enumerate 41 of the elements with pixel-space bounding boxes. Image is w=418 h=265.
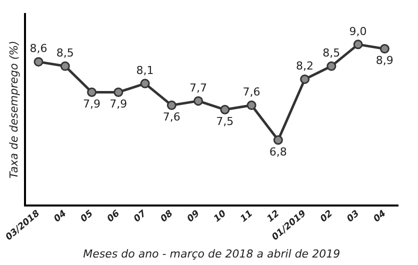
- data-label: 7,6: [162, 110, 180, 124]
- x-axis-title: Meses do ano - março de 2018 a abril de 2019: [83, 247, 340, 260]
- point: [87, 87, 97, 97]
- point: [300, 74, 310, 84]
- point: [34, 57, 44, 67]
- point: [380, 44, 390, 54]
- x-tick-label: 09: [186, 208, 202, 225]
- point: [60, 61, 70, 71]
- data-label: 9,0: [349, 24, 367, 38]
- data-label: 7,9: [83, 98, 101, 111]
- x-tick-label: 04: [372, 208, 388, 225]
- data-label: 7,6: [242, 86, 260, 99]
- x-tick-label: 04: [52, 208, 69, 225]
- data-label: 8,6: [30, 42, 48, 56]
- data-label: 8,2: [296, 60, 314, 73]
- point: [273, 135, 283, 145]
- point: [140, 78, 150, 88]
- data-label: 7,7: [190, 81, 208, 94]
- data-label: 8,9: [376, 54, 394, 68]
- x-tick-label: 02: [318, 208, 335, 225]
- point: [326, 61, 336, 71]
- x-tick-label: 10: [212, 208, 228, 225]
- x-tick-label: 07: [132, 208, 150, 225]
- data-label: 7,9: [110, 98, 128, 111]
- data-label: 8,5: [322, 46, 340, 60]
- data-label: 8,5: [56, 46, 74, 60]
- point: [114, 87, 124, 97]
- point: [220, 104, 230, 114]
- x-tick-label: 11: [238, 208, 255, 225]
- data-label: 7,5: [216, 114, 234, 128]
- data-label: 8,1: [136, 64, 154, 77]
- point: [246, 100, 256, 110]
- x-tick-label: 08: [159, 208, 176, 225]
- point: [166, 100, 176, 110]
- point: [194, 96, 204, 106]
- point: [353, 40, 363, 50]
- x-tick-label: 06: [106, 208, 122, 225]
- x-tick-label: 03: [345, 208, 362, 225]
- data-label: 6,8: [269, 145, 287, 158]
- y-axis-title: Taxa de desemprego (%): [7, 40, 20, 179]
- x-tick-label: 05: [79, 208, 96, 225]
